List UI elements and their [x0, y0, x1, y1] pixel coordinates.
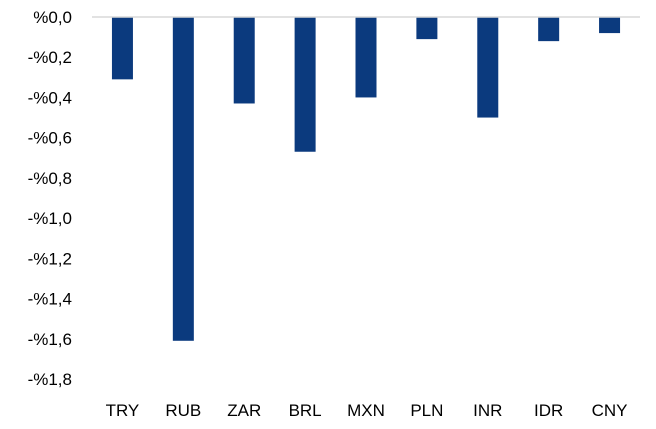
- bar-inr: [477, 17, 499, 118]
- x-tick-label: IDR: [534, 401, 563, 420]
- bar-idr: [538, 17, 560, 42]
- y-tick-label: %0,0: [33, 8, 72, 27]
- y-tick-label: -%1,2: [28, 249, 72, 268]
- x-tick-label: PLN: [410, 401, 443, 420]
- y-tick-label: -%0,6: [28, 129, 72, 148]
- x-tick-label: ZAR: [227, 401, 261, 420]
- x-axis-tick-labels: TRY RUB ZAR BRL MXN PLN INR IDR CNY: [106, 401, 628, 420]
- bar-brl: [294, 17, 316, 152]
- bar-mxn: [355, 17, 377, 98]
- bar-pln: [416, 17, 438, 40]
- bar-zar: [233, 17, 255, 104]
- x-tick-label: TRY: [106, 401, 140, 420]
- y-tick-label: -%0,4: [28, 88, 72, 107]
- bar-try: [111, 17, 133, 80]
- bar-cny: [599, 17, 621, 34]
- x-tick-label: RUB: [165, 401, 201, 420]
- y-tick-label: -%1,0: [28, 209, 72, 228]
- x-tick-label: BRL: [289, 401, 322, 420]
- x-tick-label: MXN: [347, 401, 385, 420]
- y-tick-label: -%0,2: [28, 48, 72, 67]
- y-tick-label: -%1,6: [28, 330, 72, 349]
- x-tick-label: INR: [473, 401, 502, 420]
- bar-rub: [172, 17, 194, 341]
- y-tick-label: -%1,4: [28, 290, 72, 309]
- y-tick-label: -%1,8: [28, 370, 72, 389]
- y-axis-tick-labels: %0,0 -%0,2 -%0,4 -%0,6 -%0,8 -%1,0 -%1,2 -%1,4 -…: [28, 8, 72, 389]
- y-tick-label: -%0,8: [28, 169, 72, 188]
- bars-group: [111, 17, 621, 341]
- x-tick-label: CNY: [592, 401, 628, 420]
